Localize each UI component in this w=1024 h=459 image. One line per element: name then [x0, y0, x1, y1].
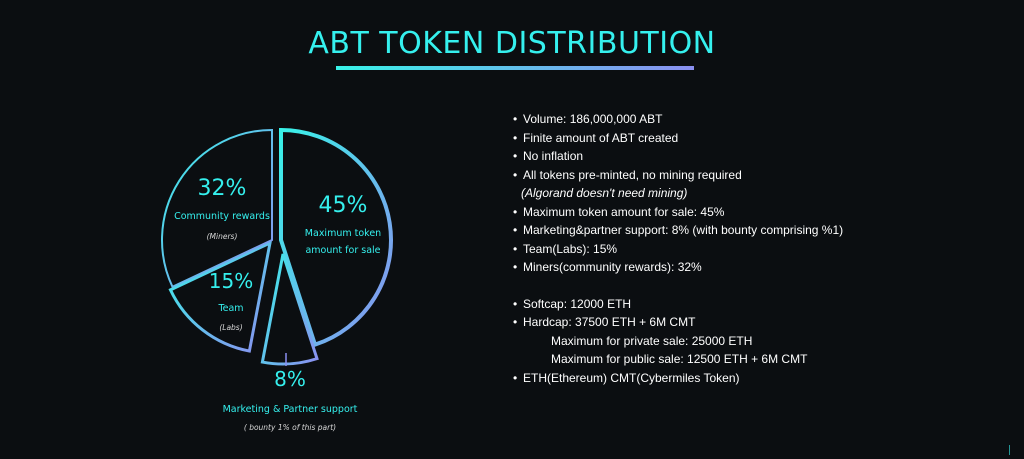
info-spacer: [513, 277, 1013, 295]
info-line: Miners(community rewards): 32%: [513, 258, 1013, 277]
pie-slice-label-sale: Maximum token: [305, 228, 381, 239]
info-line: Team(Labs): 15%: [513, 240, 1013, 259]
pie-slice-value-marketing: 8%: [274, 367, 306, 391]
title-underline: [336, 66, 694, 70]
corner-mark: [1009, 445, 1016, 455]
pie-slice-value-team: 15%: [209, 269, 253, 293]
pie-slice-note-team: (Labs): [219, 323, 242, 332]
pie-slice-marketing: [260, 253, 319, 366]
pie-slice-team: [168, 240, 273, 353]
info-line: All tokens pre-minted, no mining require…: [513, 166, 1013, 185]
info-line: Marketing&partner support: 8% (with boun…: [513, 221, 1013, 240]
pie-slice-label-team: Team: [217, 303, 243, 314]
pie-slice-label-community: Community rewards: [174, 211, 270, 222]
pie-slice-sale: [279, 127, 393, 348]
pie-slice-label-marketing: Marketing & Partner support: [223, 404, 358, 415]
pie-slice-community: [161, 128, 273, 289]
info-line: No inflation: [513, 147, 1013, 166]
pie-slice-label-sale: amount for sale: [305, 245, 380, 256]
chart-title: ABT TOKEN DISTRIBUTION: [308, 26, 716, 61]
pie-slice-value-community: 32%: [198, 176, 247, 201]
info-line: Volume: 186,000,000 ABT: [513, 110, 1013, 129]
info-line: Maximum for private sale: 25000 ETH: [551, 333, 753, 348]
info-line: (Algorand doesn't need mining): [521, 186, 688, 200]
info-line: Hardcap: 37500 ETH + 6M CMT: [513, 313, 1013, 332]
info-line: Maximum for public sale: 12500 ETH + 6M …: [551, 352, 808, 366]
pie-slice-note-marketing: ( bounty 1% of this part): [244, 423, 336, 432]
info-line: Finite amount of ABT created: [513, 129, 1013, 148]
token-info-list: Volume: 186,000,000 ABTFinite amount of …: [513, 110, 1013, 387]
info-line: Softcap: 12000 ETH: [513, 295, 1013, 314]
pie-slice-value-sale: 45%: [319, 193, 368, 218]
pie-slice-note-community: (Miners): [207, 232, 238, 241]
info-line: ETH(Ethereum) CMT(Cybermiles Token): [513, 369, 1013, 388]
info-line: Maximum token amount for sale: 45%: [513, 203, 1013, 222]
